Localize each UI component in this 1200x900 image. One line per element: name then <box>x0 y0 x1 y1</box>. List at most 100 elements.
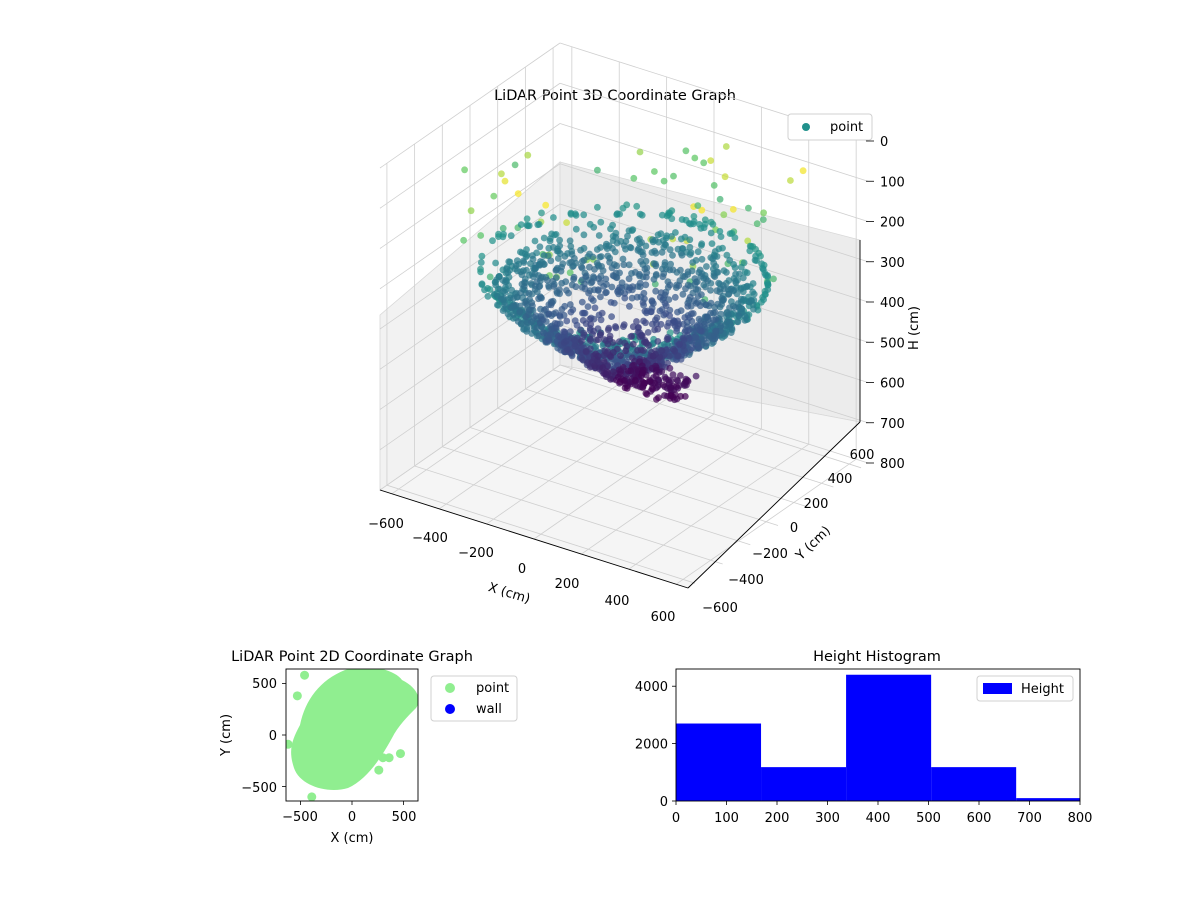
point-3d <box>561 302 569 310</box>
point-3d <box>710 316 717 324</box>
legend-label-point: point <box>830 120 863 135</box>
x-tick-label: −600 <box>368 517 404 532</box>
point-3d <box>746 247 754 255</box>
point-3d <box>760 209 767 217</box>
point-3d <box>708 240 716 248</box>
point-3d <box>571 317 579 325</box>
grid-line <box>379 163 561 290</box>
point-3d <box>636 210 644 218</box>
grid-line <box>552 369 862 469</box>
grid-line <box>581 428 762 555</box>
scatter3d-chart: LiDAR Point 3D Coordinate Graph −600 −40… <box>368 42 922 625</box>
point-3d <box>609 221 616 229</box>
point-3d <box>601 347 609 354</box>
point-3d <box>691 275 699 283</box>
point-3d <box>666 246 674 254</box>
y-tick-label: 2000 <box>635 738 668 753</box>
x-tick-label: 200 <box>555 577 580 592</box>
legend-marker-point <box>445 683 455 693</box>
point-3d <box>716 195 724 203</box>
point-3d <box>603 240 610 248</box>
grid-line <box>628 443 809 570</box>
z-tick-label: 800 <box>880 457 905 472</box>
point-3d <box>517 221 525 229</box>
point-3d <box>503 265 510 273</box>
point-3d <box>669 346 677 353</box>
point-3d <box>662 310 670 318</box>
point-3d <box>578 355 585 362</box>
point-3d <box>727 285 734 293</box>
point-3d <box>524 151 532 159</box>
point-3d <box>510 311 517 318</box>
point-3d <box>594 286 602 294</box>
point-3d <box>597 244 604 251</box>
point-3d <box>760 296 767 303</box>
legend-label-wall: wall <box>476 702 502 717</box>
point-3d <box>522 300 530 307</box>
scatter2d-xlabel: X (cm) <box>331 831 374 846</box>
point-3d <box>717 322 724 330</box>
point-3d <box>608 283 616 291</box>
x-tick-label: 0 <box>348 810 356 825</box>
point-3d <box>732 277 739 285</box>
point-3d <box>666 281 674 289</box>
point-3d <box>584 303 592 310</box>
point-3d <box>627 244 635 252</box>
point-3d <box>608 313 615 320</box>
point-3d <box>656 307 664 315</box>
point-3d <box>648 297 656 305</box>
point-3d <box>661 259 669 266</box>
point-3d <box>550 214 557 221</box>
point-3d <box>636 279 644 287</box>
x-tick-label: 300 <box>815 811 840 826</box>
point-3d <box>553 320 561 328</box>
point-3d <box>716 228 724 235</box>
grid-line <box>497 407 806 507</box>
point-3d <box>729 206 737 213</box>
point-3d <box>514 267 521 275</box>
point-3d <box>478 281 486 288</box>
point-3d <box>646 378 654 385</box>
point-3d <box>669 319 677 327</box>
grid-line <box>559 82 869 182</box>
point-3d <box>652 249 660 257</box>
histogram-y-ticks: 0 2000 4000 <box>635 680 676 810</box>
point-3d <box>566 301 574 308</box>
point-3d <box>516 308 524 316</box>
point-3d <box>642 390 650 397</box>
point-3d <box>542 305 549 313</box>
point-3d <box>604 252 612 260</box>
y-tick-label: −600 <box>702 601 738 616</box>
point-3d <box>694 248 702 256</box>
point-3d <box>492 281 500 289</box>
legend-marker-wall <box>445 704 455 714</box>
histogram-title: Height Histogram <box>813 649 941 665</box>
point-3d <box>543 276 551 284</box>
legend-label-point: point <box>476 681 509 696</box>
x-tick-label: 500 <box>916 811 941 826</box>
point-3d <box>625 227 633 235</box>
point-3d <box>501 177 509 185</box>
point-3d <box>595 232 603 239</box>
grid-line <box>379 364 561 491</box>
point-3d <box>695 315 703 323</box>
point-3d <box>586 315 594 323</box>
point-3d <box>734 318 742 326</box>
histogram-bars <box>676 674 1080 801</box>
point-3d <box>696 221 703 228</box>
point-3d <box>726 256 734 264</box>
point-3d <box>525 222 533 230</box>
point-3d <box>542 201 550 209</box>
point-3d <box>735 312 743 320</box>
point-3d <box>753 220 761 228</box>
point-3d <box>595 275 602 283</box>
point-3d <box>563 287 570 294</box>
grid-line <box>559 163 869 263</box>
histogram-bar <box>931 767 1017 801</box>
scatter3d-title: LiDAR Point 3D Coordinate Graph <box>494 88 736 104</box>
point-3d <box>627 367 635 375</box>
point-3d <box>745 204 752 212</box>
point-3d <box>549 277 557 285</box>
point-3d <box>518 271 526 279</box>
